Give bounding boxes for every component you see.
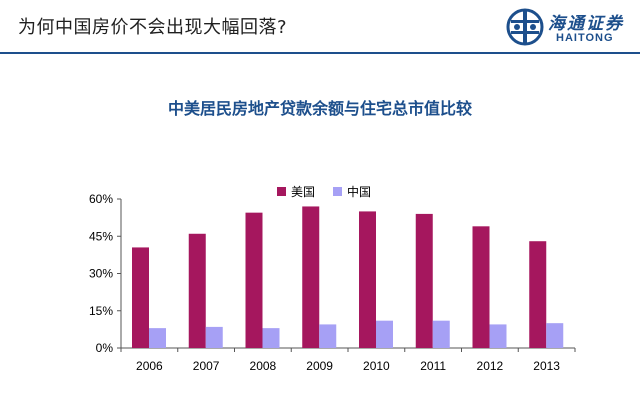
bar-us-2009	[302, 206, 320, 348]
y-tick-label: 15%	[89, 304, 113, 318]
bar-us-2008	[245, 212, 263, 348]
logo-english-name: HAITONG	[556, 32, 614, 44]
slide-header: 为何中国房价不会出现大幅回落? 海通证券 HAITONG	[0, 0, 640, 54]
chart-legend: 美国 中国	[277, 184, 371, 199]
y-tick-label: 45%	[89, 229, 113, 243]
legend-label-us: 美国	[291, 185, 315, 199]
bar-cn-2012	[489, 324, 507, 348]
legend-swatch-us	[277, 187, 286, 196]
y-axis: 0% 15% 30% 45% 60%	[89, 192, 122, 355]
x-axis: 2006 2007 2008 2009 2010 2011 2012 2013	[120, 347, 576, 373]
x-tick-label: 2010	[363, 359, 390, 373]
bar-cn-2010	[376, 320, 393, 348]
bar-group	[132, 206, 564, 348]
logo-chinese-name: 海通证券	[548, 14, 624, 34]
y-tick-label: 0%	[96, 341, 114, 355]
bar-cn-2007	[205, 326, 223, 348]
x-tick-label: 2012	[477, 359, 504, 373]
x-tick-label: 2008	[250, 359, 277, 373]
y-tick-label: 30%	[89, 267, 113, 281]
bar-cn-2013	[546, 323, 564, 348]
x-tick-label: 2009	[306, 359, 333, 373]
bar-us-2012	[472, 226, 490, 348]
header-divider	[0, 52, 640, 54]
x-tick-label: 2007	[193, 359, 220, 373]
bar-cn-2009	[319, 324, 337, 348]
legend-swatch-cn	[333, 187, 342, 196]
haitong-logo-icon	[506, 8, 544, 46]
haitong-logo: 海通证券 HAITONG	[506, 8, 636, 48]
legend-label-cn: 中国	[347, 184, 371, 199]
x-tick-label: 2011	[420, 359, 446, 373]
bar-us-2006	[132, 247, 149, 348]
bar-us-2007	[188, 233, 206, 348]
bar-cn-2006	[149, 328, 166, 348]
y-tick-label: 60%	[89, 192, 113, 206]
slide-title: 为何中国房价不会出现大幅回落?	[18, 17, 288, 38]
x-tick-label: 2006	[136, 359, 163, 373]
x-tick-label: 2013	[533, 359, 560, 373]
bar-cn-2008	[262, 328, 280, 348]
bar-us-2013	[529, 241, 547, 348]
bar-us-2010	[359, 211, 376, 348]
chart-title: 中美居民房地产贷款余额与住宅总市值比较	[167, 99, 472, 118]
bar-cn-2011	[432, 320, 450, 348]
bar-us-2011	[415, 213, 433, 348]
